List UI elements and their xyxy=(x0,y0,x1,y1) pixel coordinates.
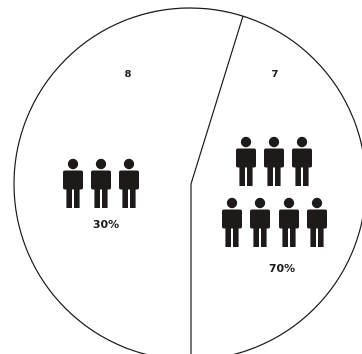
slice-divider xyxy=(190,15,244,354)
person-icon xyxy=(307,197,327,247)
person-icon xyxy=(91,158,111,208)
person-icon xyxy=(222,197,242,247)
slice-left-icons xyxy=(63,158,139,208)
person-icon xyxy=(250,197,270,247)
pie-outline xyxy=(13,7,362,354)
slice-right-icons xyxy=(222,136,327,247)
slice-right-count-label: 7 xyxy=(272,69,279,80)
slice-left-percent-label: 30% xyxy=(93,218,119,231)
slice-left-count-label: 8 xyxy=(125,69,132,80)
person-icon xyxy=(119,158,139,208)
person-icon xyxy=(279,197,299,247)
slice-right-percent-label: 70% xyxy=(269,262,295,275)
person-icon xyxy=(63,158,83,208)
person-icon xyxy=(292,136,312,186)
person-icon xyxy=(236,136,256,186)
person-icon xyxy=(264,136,284,186)
